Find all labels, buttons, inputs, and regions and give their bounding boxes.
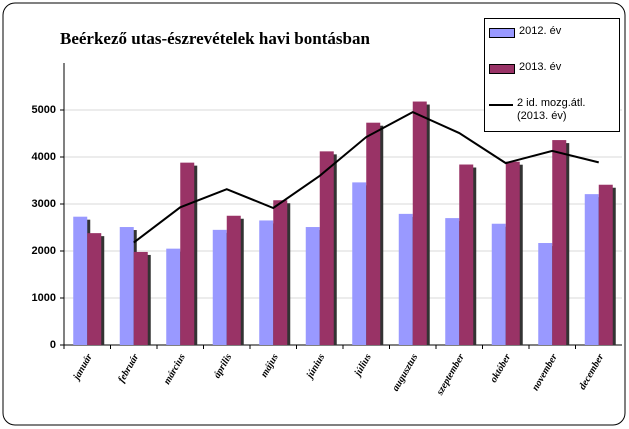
bar — [305, 227, 320, 345]
legend-label: 2 id. mozg.átl. (2013. év) — [517, 97, 586, 122]
y-tick-label: 1000 — [32, 292, 56, 304]
bar — [319, 151, 334, 345]
legend-label: 2012. év — [519, 25, 562, 37]
y-tick-label: 5000 — [32, 104, 56, 116]
legend-label: 2013. év — [519, 61, 562, 73]
bar — [598, 184, 613, 345]
bar — [398, 213, 413, 345]
bar — [259, 220, 274, 345]
y-tick-label: 0 — [50, 339, 56, 351]
bar — [133, 251, 148, 345]
bar — [87, 233, 102, 345]
legend-item: 2 id. mozg.átl. (2013. év) — [489, 97, 607, 123]
bar — [584, 194, 599, 345]
bar — [73, 216, 88, 345]
bar — [491, 223, 506, 345]
legend-swatch — [489, 104, 513, 106]
bar — [273, 200, 288, 345]
bar — [352, 182, 367, 345]
y-tick-label: 3000 — [32, 198, 56, 210]
bar — [459, 164, 474, 345]
y-tick-label: 4000 — [32, 151, 56, 163]
legend-item: 2013. év — [489, 61, 609, 74]
bar — [552, 140, 567, 345]
legend-item: 2012. év — [489, 25, 609, 38]
moving-average-line — [133, 111, 599, 244]
bar — [119, 227, 134, 345]
legend: 2012. év 2013. év 2 id. mozg.átl. (2013. é… — [484, 18, 620, 132]
bar — [166, 248, 181, 345]
bar — [180, 162, 195, 345]
bar — [226, 215, 241, 345]
bar — [212, 229, 227, 345]
legend-swatch — [489, 64, 515, 74]
chart-title: Beérkező utas-észrevételek havi bontásba… — [60, 29, 370, 48]
bar — [538, 243, 553, 345]
bar — [445, 218, 460, 345]
bar — [412, 101, 427, 345]
y-tick-label: 2000 — [32, 245, 56, 257]
legend-swatch — [489, 28, 515, 38]
bar — [366, 122, 381, 345]
bar — [505, 161, 520, 345]
